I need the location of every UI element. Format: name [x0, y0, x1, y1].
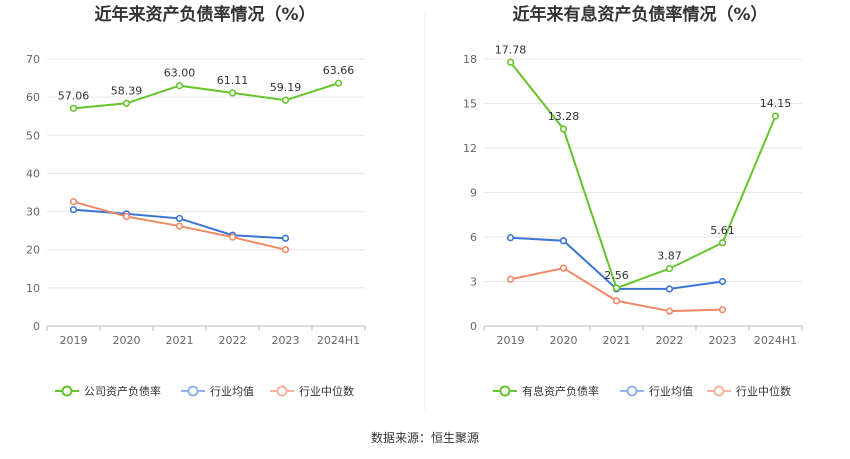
data-label: 3.87 [657, 250, 682, 263]
x-tick-label: 2019 [60, 334, 88, 347]
legend-marker [187, 385, 199, 397]
data-label: 13.28 [548, 110, 580, 123]
y-tick-label: 15 [463, 98, 477, 111]
x-tick-label: 2024H1 [317, 334, 360, 347]
data-point-avg[interactable] [506, 234, 515, 242]
data-label: 58.39 [111, 84, 143, 97]
y-tick-label: 40 [26, 167, 40, 180]
x-tick-label: 2023 [709, 334, 737, 347]
y-tick-label: 6 [470, 231, 477, 244]
data-point-median[interactable] [228, 233, 237, 241]
legend-marker [61, 385, 73, 397]
debt-ratio-chart: 近年来资产负债率情况（%） 0 10 20 30 40 50 60 70 2019 2020 2021… [26, 4, 366, 398]
x-tick-label: 2021 [166, 334, 194, 347]
data-label: 63.00 [164, 67, 196, 80]
x-tick-label: 2023 [272, 334, 300, 347]
y-tick-label: 0 [470, 320, 477, 333]
data-point-company[interactable] [771, 112, 780, 120]
data-label: 59.19 [270, 81, 302, 94]
data-label: 14.15 [760, 97, 792, 110]
y-tick-label: 10 [26, 282, 40, 295]
data-point-median[interactable] [559, 264, 568, 272]
y-tick-label: 3 [470, 276, 477, 289]
series-line-company [509, 61, 777, 290]
chart-title: 近年来资产负债率情况（%） [94, 4, 315, 25]
y-tick-label: 30 [26, 206, 40, 219]
data-label: 2.56 [604, 269, 629, 282]
data-point-avg[interactable] [69, 206, 78, 214]
x-tick-label: 2022 [219, 334, 247, 347]
data-label: 57.06 [58, 89, 90, 102]
legend-item-company[interactable]: 公司资产负债率 [55, 384, 161, 398]
legend-marker [276, 385, 288, 397]
data-point-median[interactable] [122, 212, 131, 221]
legend-marker [713, 385, 725, 397]
data-point-median[interactable] [281, 246, 290, 254]
chart-title: 近年来有息资产负债率情况（%） [512, 4, 767, 25]
legend-marker [499, 385, 511, 397]
data-label: 5.61 [710, 224, 735, 237]
legend-label: 公司资产负债率 [84, 384, 161, 398]
data-point-company[interactable] [559, 125, 568, 133]
data-point-company[interactable] [612, 284, 621, 292]
x-tick-label: 2024H1 [754, 334, 797, 347]
data-point-median[interactable] [69, 198, 78, 206]
data-point-median[interactable] [718, 306, 727, 314]
y-tick-label: 18 [463, 53, 477, 66]
data-point-company[interactable] [334, 79, 343, 87]
data-point-company[interactable] [175, 82, 184, 90]
data-label: 61.11 [217, 74, 249, 87]
data-point-company[interactable] [122, 99, 131, 107]
legend-item-company[interactable]: 有息资产负债率 [493, 384, 599, 398]
x-tick-label: 2020 [550, 334, 578, 347]
data-point-avg[interactable] [175, 214, 184, 223]
legend-item-avg[interactable]: 行业均值 [181, 385, 254, 398]
data-label: 17.78 [495, 43, 527, 56]
series-line-company [73, 82, 339, 110]
legend-item-median[interactable]: 行业中位数 [270, 384, 354, 398]
data-point-avg[interactable] [718, 277, 727, 286]
data-point-company[interactable] [665, 264, 674, 273]
data-point-median[interactable] [506, 275, 515, 283]
data-point-avg[interactable] [559, 237, 568, 245]
data-label: 63.66 [323, 64, 355, 77]
y-tick-label: 9 [470, 187, 477, 200]
y-tick-label: 12 [463, 142, 477, 155]
legend-label: 行业均值 [649, 385, 693, 398]
data-point-avg[interactable] [665, 285, 674, 293]
legend-label: 有息资产负债率 [522, 384, 599, 398]
data-point-median[interactable] [665, 307, 674, 315]
interest-bearing-debt-ratio-chart: 近年来有息资产负债率情况（%） 0 3 6 9 12 15 18 2019 2020 2021 202… [463, 4, 803, 398]
legend-label: 行业均值 [210, 385, 254, 398]
x-tick-label: 2021 [603, 334, 631, 347]
legend-item-avg[interactable]: 行业均值 [620, 385, 693, 398]
legend-item-median[interactable]: 行业中位数 [707, 384, 791, 398]
legend-label: 行业中位数 [736, 384, 791, 398]
y-tick-label: 70 [26, 53, 40, 66]
data-point-company[interactable] [506, 58, 515, 66]
legend-marker [626, 385, 638, 397]
x-tick-label: 2020 [113, 334, 141, 347]
data-source-footer: 数据来源：恒生聚源 [371, 430, 479, 445]
data-point-company[interactable] [69, 104, 78, 112]
y-tick-label: 60 [26, 91, 40, 104]
data-point-median[interactable] [612, 297, 621, 305]
data-point-company[interactable] [228, 89, 237, 97]
data-point-company[interactable] [281, 96, 290, 104]
data-point-company[interactable] [718, 239, 727, 247]
x-tick-label: 2019 [497, 334, 525, 347]
y-tick-label: 20 [26, 244, 40, 257]
legend-label: 行业中位数 [299, 384, 354, 398]
x-tick-label: 2022 [656, 334, 684, 347]
y-tick-label: 0 [33, 320, 40, 333]
data-point-avg[interactable] [281, 234, 290, 242]
data-point-median[interactable] [175, 222, 184, 230]
y-tick-label: 50 [26, 129, 40, 142]
